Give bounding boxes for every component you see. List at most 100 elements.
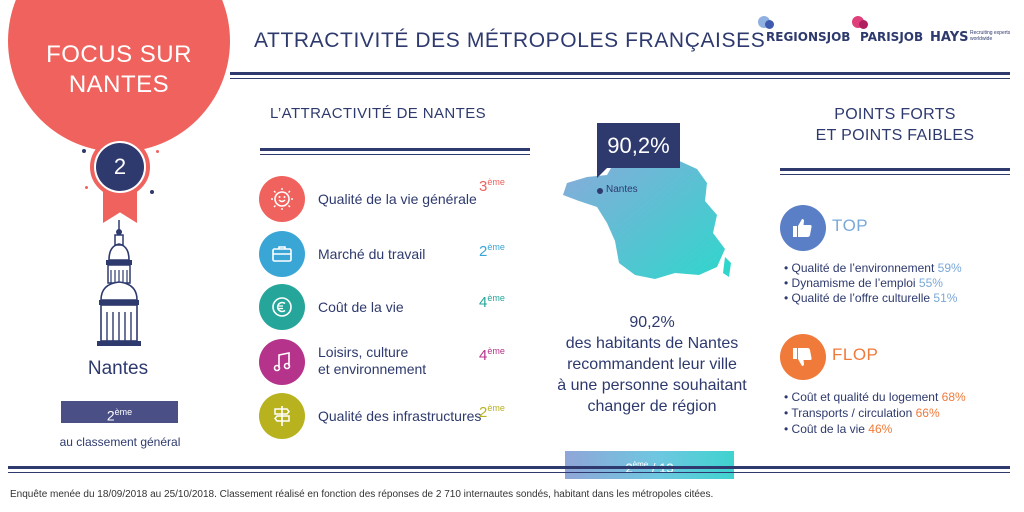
section-divider-thin (780, 174, 1010, 175)
points-title-line-1: POINTS FORTS (834, 106, 956, 123)
top-item-value: 51% (933, 291, 958, 305)
recommendation-line-2: des habitants de Nantes (565, 335, 739, 352)
flop-item: • Coût de la vie 46% (784, 422, 892, 437)
criterion-row: Qualité de la vie générale 3ème (259, 176, 529, 222)
criterion-row: Marché du travail 2ème (259, 231, 529, 277)
criterion-row: Qualité des infrastructures 2ème (259, 393, 529, 439)
focus-line-1: FOCUS SUR (46, 41, 192, 68)
parisjob-logo: PARISJOB (860, 30, 924, 44)
recommendation-line-5: changer de région (587, 398, 717, 415)
criterion-label: Qualité des infrastructures (318, 408, 482, 424)
points-title-line-2: ET POINTS FAIBLES (815, 127, 975, 144)
smile-sun-icon (259, 176, 305, 222)
sparkle-dot (150, 190, 154, 194)
sparkle-dot (85, 186, 88, 189)
header-divider-thin (230, 78, 1010, 79)
criterion-rank: 2ème (479, 242, 505, 260)
recommendation-rank-badge: 2ème / 13 (565, 451, 734, 479)
footer-divider (8, 466, 1010, 469)
criterion-rank-number: 3 (479, 178, 488, 195)
criterion-rank-suffix: ème (487, 346, 505, 356)
criterion-rank-number: 2 (479, 243, 488, 260)
top-item-label: • Qualité de l’offre culturelle (784, 291, 931, 305)
briefcase-icon (259, 231, 305, 277)
parisjob-bubble-icon-2 (859, 20, 868, 29)
flop-item-value: 66% (915, 406, 940, 420)
partner-logos: REGIONSJOB PARISJOB HAYS Recruiting expe… (758, 16, 1020, 52)
flop-item-label: • Coût et qualité du logement (784, 390, 939, 404)
criterion-rank: 4ème (479, 293, 505, 311)
top-item: • Qualité de l’offre culturelle 51% (784, 291, 957, 306)
badge-pointer (597, 168, 607, 178)
criterion-rank-suffix: ème (487, 403, 505, 413)
thumbs-down-icon (780, 334, 826, 380)
general-rank-suffix: ème (114, 407, 133, 417)
section-divider (780, 168, 1010, 171)
euro-icon (259, 284, 305, 330)
flop-item-label: • Coût de la vie (784, 422, 865, 436)
regionsjob-logo: REGIONSJOB (766, 30, 851, 44)
attractivity-title: L’ATTRACTIVITÉ DE NANTES (270, 105, 487, 122)
music-note-icon (259, 339, 305, 385)
hays-logo: HAYS (930, 30, 969, 45)
sparkle-dot (82, 149, 86, 153)
criterion-row: Loisirs, culture et environnement 4ème (259, 339, 529, 385)
criterion-rank-number: 4 (479, 347, 488, 364)
criterion-rank-suffix: ème (487, 177, 505, 187)
criterion-label: Coût de la vie (318, 299, 404, 315)
hays-tagline-2: worldwide (970, 36, 993, 42)
criterion-label-line-2: et environnement (318, 361, 427, 377)
criterion-rank: 4ème (479, 346, 505, 364)
footer-divider-thin (8, 472, 1010, 473)
france-map (563, 147, 731, 279)
section-divider (260, 148, 530, 151)
focus-line-2: NANTES (68, 71, 170, 98)
top-item-value: 55% (918, 276, 943, 290)
flop-item: • Coût et qualité du logement 68% (784, 390, 966, 405)
criterion-row: Coût de la vie 4ème (259, 284, 529, 330)
nantes-map-label: Nantes (606, 184, 638, 195)
nantes-monument-icon (97, 220, 141, 346)
criterion-label-line-1: Loisirs, culture (318, 344, 409, 360)
regionsjob-bubble-icon-2 (765, 20, 774, 29)
criterion-rank: 2ème (479, 403, 505, 421)
criterion-rank-suffix: ème (487, 293, 505, 303)
top-item-value: 59% (937, 261, 962, 275)
section-divider-thin (260, 154, 530, 155)
general-rank-caption: au classement général (59, 435, 181, 449)
medal-rank: 2 (96, 143, 144, 191)
points-title: POINTS FORTS ET POINTS FAIBLES (790, 104, 1000, 146)
top-item: • Qualité de l’environnement 59% (784, 261, 962, 276)
flop-item: • Transports / circulation 66% (784, 406, 940, 421)
sparkle-dot (156, 150, 159, 153)
top-label: TOP (832, 216, 869, 235)
criterion-label: Loisirs, culture et environnement (318, 344, 426, 378)
criterion-rank-suffix: ème (487, 242, 505, 252)
city-name: Nantes (87, 358, 149, 379)
criterion-label: Qualité de la vie générale (318, 191, 477, 207)
recommendation-line-4: à une personne souhaitant (557, 377, 747, 394)
top-item: • Dynamisme de l’emploi 55% (784, 276, 943, 291)
criterion-label: Marché du travail (318, 246, 426, 262)
recommendation-line-3: recommandent leur ville (567, 356, 737, 373)
page-title: ATTRACTIVITÉ DES MÉTROPOLES FRANÇAISES (254, 29, 766, 52)
recommendation-line-1: 90,2% (629, 314, 675, 331)
nantes-location-marker (597, 188, 603, 194)
criterion-rank-number: 2 (479, 404, 488, 421)
criterion-rank: 3ème (479, 177, 505, 195)
general-rank-number: 2 (106, 407, 115, 424)
hays-tagline-1: Recruiting experts (970, 30, 1011, 36)
flop-item-value: 68% (941, 390, 966, 404)
criterion-rank-number: 4 (479, 294, 488, 311)
header-divider (230, 72, 1010, 75)
recommendation-rank-suffix: ème (632, 460, 649, 469)
survey-footnote: Enquête menée du 18/09/2018 au 25/10/201… (10, 489, 714, 500)
flop-label: FLOP (832, 345, 879, 364)
top-item-label: • Dynamisme de l’emploi (784, 276, 916, 290)
signpost-icon (259, 393, 305, 439)
focus-title: FOCUS SUR NANTES (30, 40, 208, 100)
flop-item-label: • Transports / circulation (784, 406, 913, 420)
recommendation-text: 90,2% des habitants de Nantes recommande… (557, 312, 747, 417)
thumbs-up-icon (780, 205, 826, 251)
map-percentage-badge: 90,2% (597, 123, 680, 168)
